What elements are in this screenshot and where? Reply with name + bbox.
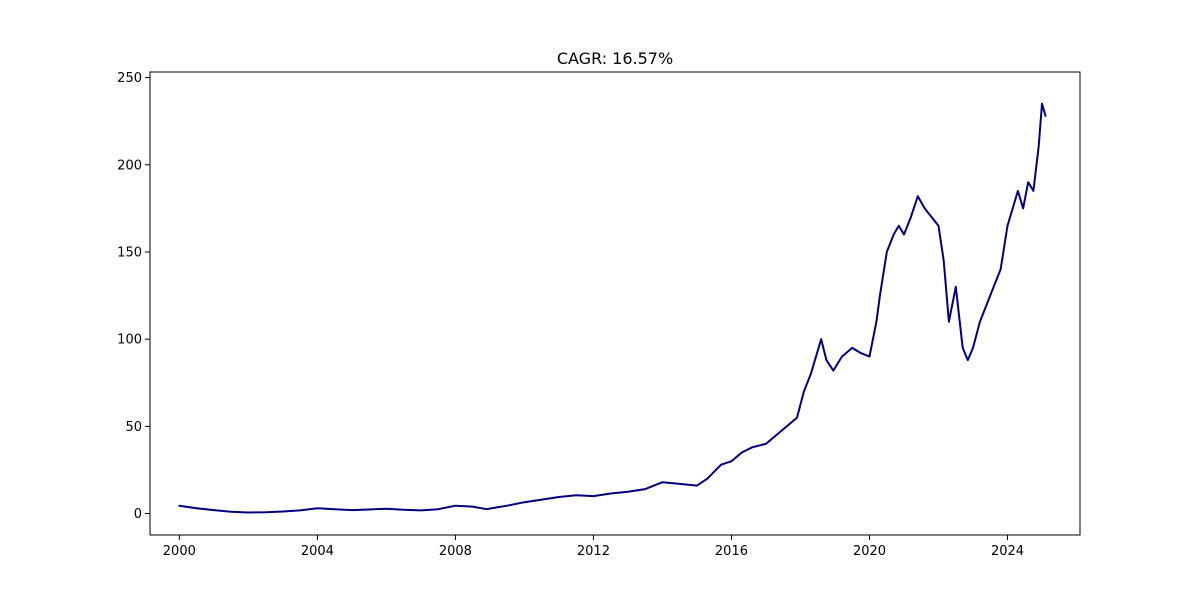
chart-title: CAGR: 16.57% [557,49,673,68]
series-line [178,102,1047,514]
x-tick-label: 2020 [853,544,886,559]
y-tick-label: 100 [117,333,142,348]
y-tick-label: 250 [117,71,142,86]
x-tick-label: 2000 [163,544,196,559]
y-tick-label: 50 [125,420,142,435]
x-tick-label: 2012 [577,544,610,559]
y-axis: 0 50 100 150 200 250 [117,71,150,522]
y-tick-label: 200 [117,158,142,173]
plot-frame [149,71,1081,536]
x-tick-label: 2024 [991,544,1024,559]
x-tick-label: 2004 [301,544,334,559]
y-tick-label: 0 [134,507,142,522]
x-tick-label: 2008 [439,544,472,559]
plot-area [178,102,1047,514]
y-tick-label: 150 [117,245,142,260]
x-axis: 2000 2004 2008 2012 2016 2020 2024 [163,535,1024,559]
x-tick-label: 2016 [715,544,748,559]
